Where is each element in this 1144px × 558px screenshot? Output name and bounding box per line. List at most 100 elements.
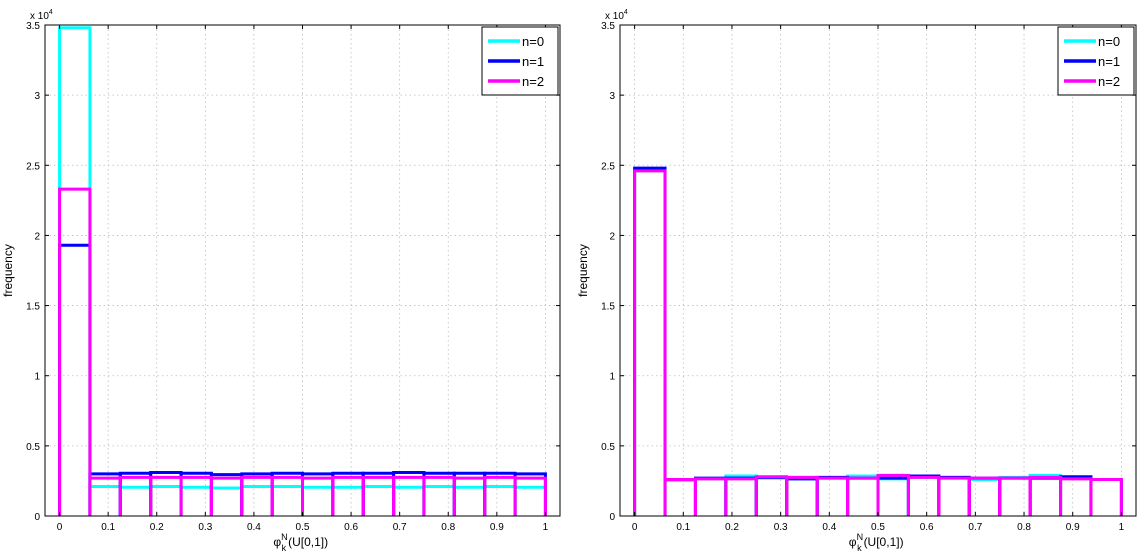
- histogram-bar: [1089, 478, 1123, 516]
- histogram-bar: [88, 476, 122, 516]
- histogram-bar: [58, 26, 92, 516]
- y-tick-label: 3.5: [601, 21, 615, 32]
- histogram-bar: [58, 243, 92, 516]
- x-axis-label: φN k (U[0,1]): [273, 532, 328, 553]
- x-tick-label: 0.5: [296, 522, 310, 533]
- x-tick-label: 0.4: [822, 522, 836, 533]
- histogram-bar: [937, 476, 971, 516]
- histogram-bar: [1059, 475, 1093, 516]
- x-tick-label: 0.2: [150, 522, 164, 533]
- histogram-bar: [967, 476, 1002, 516]
- histogram-bar: [906, 474, 941, 516]
- histogram-bar: [1028, 475, 1063, 516]
- histogram-bar: [331, 485, 365, 516]
- histogram-bar: [301, 472, 335, 516]
- x-tick-label: 0.3: [198, 522, 212, 533]
- left-histogram-panel: 0 0.1 0.2 0.3 0.4 0.5 0.6 0.7 0.8 0.9 1 0 0.5 1 1.5 2 2.…: [1, 9, 561, 553]
- histogram-bar: [240, 472, 274, 516]
- x-tick-label: 0.8: [441, 522, 455, 533]
- y-tick-label: 3.5: [26, 21, 40, 32]
- histogram-bar: [483, 485, 517, 516]
- histogram-bar: [209, 486, 244, 516]
- histogram-bar: [754, 476, 789, 516]
- histogram-bar: [724, 476, 758, 516]
- histogram-bar: [483, 471, 517, 516]
- x-tick-label: 1: [543, 522, 549, 533]
- histogram-bar: [633, 166, 667, 516]
- y-tick-label: 0: [34, 512, 40, 523]
- histogram-bar: [1059, 477, 1093, 516]
- histogram-bar: [361, 471, 396, 516]
- y-tick-label: 1: [609, 372, 615, 383]
- histogram-bar: [513, 485, 547, 516]
- histogram-bar: [361, 475, 396, 516]
- x-tick-label: 0: [632, 522, 638, 533]
- histogram-bar: [663, 478, 697, 516]
- histogram-bar: [998, 476, 1032, 516]
- series-n=2: [633, 169, 1123, 516]
- histogram-bar: [88, 485, 122, 516]
- histogram-bar: [118, 471, 153, 516]
- x-tick-label: 0.9: [1066, 522, 1080, 533]
- y-tick-label: 2: [34, 231, 40, 242]
- histogram-bar: [361, 485, 396, 516]
- right-histogram-panel: 0 0.1 0.2 0.3 0.4 0.5 0.6 0.7 0.8 0.9 1 0 0.5 1 1.5 2 2.…: [576, 9, 1137, 553]
- histogram-bar: [815, 475, 850, 516]
- series-n=2: [58, 187, 547, 516]
- x-tick-label: 0.6: [920, 522, 934, 533]
- histogram-bar: [452, 471, 487, 516]
- histogram-bar: [967, 478, 1002, 516]
- histogram-bar: [301, 476, 335, 516]
- histogram-bar: [906, 475, 941, 516]
- histogram-bar: [754, 475, 789, 516]
- x-tick-label: 0.9: [490, 522, 504, 533]
- x-tick-label: 0.8: [1017, 522, 1031, 533]
- histogram-bar: [937, 475, 971, 516]
- histogram-bar: [1028, 476, 1063, 516]
- histogram-bar: [452, 476, 487, 516]
- y-tick-label: 0: [609, 512, 615, 523]
- histogram-bar: [967, 476, 1002, 516]
- x-tick-label: 0.6: [344, 522, 358, 533]
- y-tick-label: 2.5: [601, 161, 615, 172]
- histogram-bar: [754, 475, 789, 516]
- legend-label: n=0: [522, 34, 544, 49]
- legend-label: n=1: [522, 54, 544, 69]
- histogram-bar: [392, 475, 426, 516]
- histogram-bar: [846, 474, 880, 516]
- histogram-bar: [724, 477, 758, 516]
- histogram-bar: [633, 169, 667, 516]
- histogram-bar: [179, 485, 213, 516]
- legend: n=0 n=1 n=2: [1057, 26, 1135, 96]
- histogram-bar: [392, 471, 426, 516]
- histogram-bar: [785, 475, 819, 516]
- x-tick-label: 0.2: [725, 522, 739, 533]
- legend: n=0 n=1 n=2: [481, 26, 559, 96]
- histogram-bar: [1089, 478, 1123, 516]
- histogram-bar: [422, 475, 456, 516]
- histogram-bar: [270, 471, 304, 516]
- histogram-bar: [1059, 476, 1093, 516]
- legend-label: n=1: [1098, 54, 1120, 69]
- histogram-bar: [633, 169, 667, 516]
- series-n=1: [633, 166, 1123, 516]
- histogram-bar: [331, 475, 365, 516]
- histogram-bar: [724, 474, 758, 516]
- y-axis-label: frequency: [576, 244, 590, 297]
- histogram-bar: [846, 476, 880, 516]
- histogram-bar: [331, 471, 365, 516]
- histogram-bar: [785, 477, 819, 516]
- x-tick-label: 0: [57, 522, 63, 533]
- histogram-bar: [663, 478, 697, 516]
- x-tick-label: 0.1: [676, 522, 690, 533]
- histogram-bar: [846, 476, 880, 516]
- x-tick-label: 0.7: [393, 522, 407, 533]
- x-tick-label: 0.1: [101, 522, 115, 533]
- x-tick-label: 0.5: [871, 522, 885, 533]
- y-tick-label: 0.5: [601, 442, 615, 453]
- histogram-bar: [998, 475, 1032, 516]
- y-exponent-label: x 104: [30, 9, 53, 22]
- histogram-bar: [906, 475, 941, 516]
- y-tick-label: 1.5: [601, 302, 615, 313]
